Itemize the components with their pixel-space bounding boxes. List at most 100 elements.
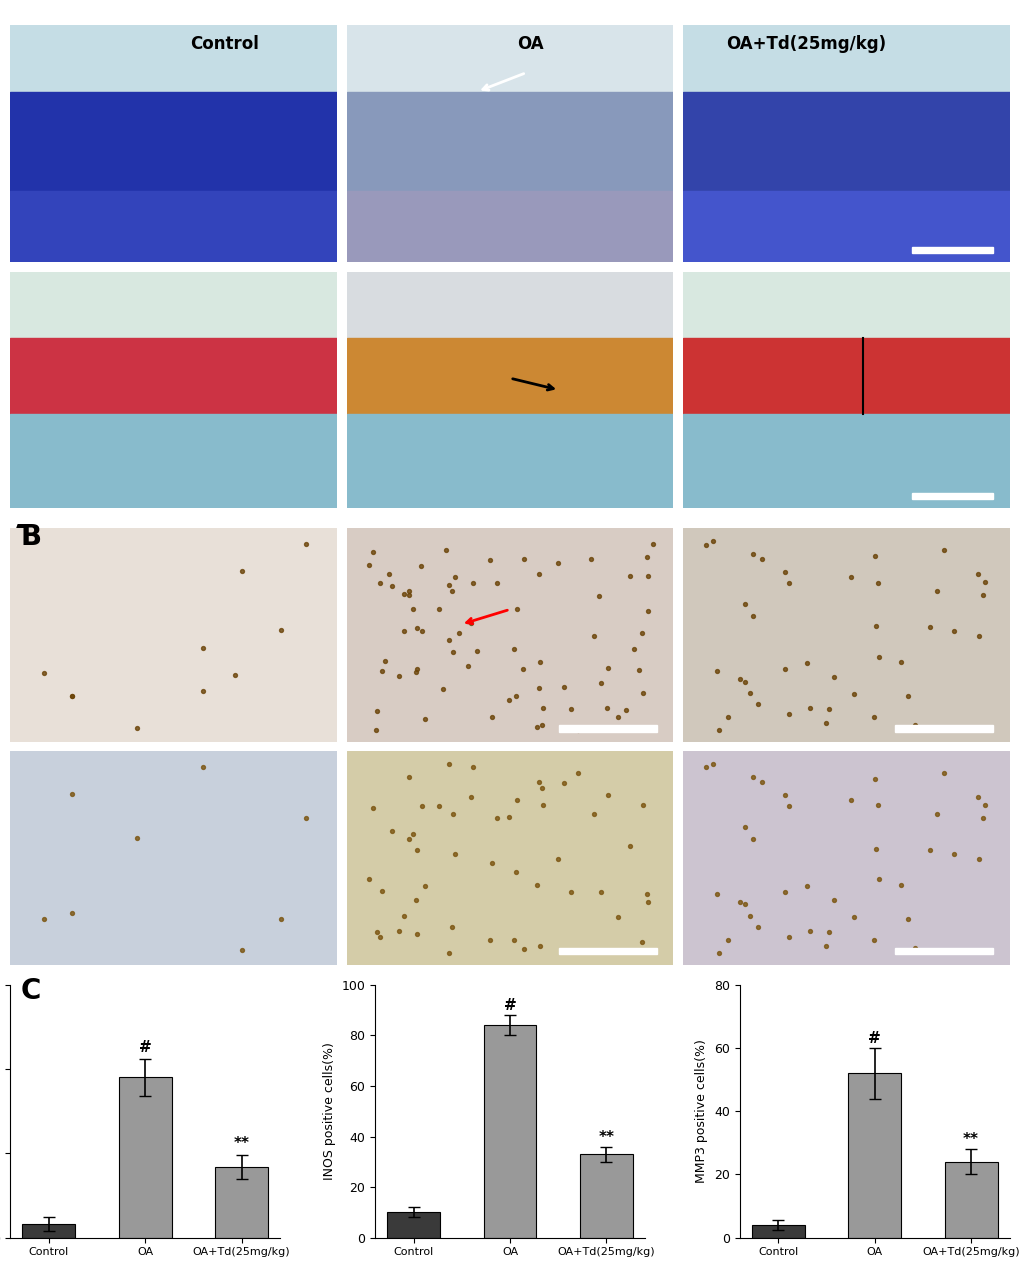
Point — [776, 882, 793, 902]
Point — [638, 884, 654, 904]
Point — [899, 686, 915, 706]
Point — [741, 906, 757, 926]
Point — [798, 653, 814, 673]
Text: B: B — [20, 523, 42, 551]
Point — [969, 565, 985, 585]
Point — [817, 712, 834, 733]
Point — [531, 652, 547, 672]
Bar — [751, 1225, 804, 1238]
Point — [488, 808, 504, 829]
Point — [508, 599, 525, 619]
Point — [633, 624, 649, 644]
Point — [400, 581, 417, 601]
Point — [195, 681, 211, 701]
Text: Control: Control — [190, 35, 259, 53]
Point — [500, 807, 517, 827]
Point — [233, 941, 250, 961]
Point — [969, 787, 985, 807]
Point — [719, 930, 736, 950]
Point — [409, 659, 425, 679]
Point — [906, 715, 922, 735]
Point — [867, 839, 883, 859]
Point — [737, 816, 753, 836]
Point — [928, 581, 945, 601]
Point — [376, 652, 392, 672]
Point — [298, 808, 314, 829]
Text: #: # — [867, 1031, 880, 1046]
Point — [745, 767, 761, 787]
Point — [865, 930, 881, 950]
Bar — [346, 272, 673, 338]
Point — [488, 572, 504, 592]
Point — [906, 937, 922, 957]
Y-axis label: INOS positive cells(%): INOS positive cells(%) — [322, 1042, 335, 1180]
Point — [465, 758, 481, 778]
Text: #: # — [503, 998, 516, 1013]
Bar — [848, 1074, 901, 1238]
Point — [395, 584, 412, 604]
Point — [945, 621, 961, 642]
Point — [753, 549, 769, 570]
Point — [64, 903, 81, 923]
Point — [273, 620, 289, 640]
Point — [508, 789, 525, 810]
Bar — [10, 92, 336, 191]
Bar — [911, 246, 993, 253]
Point — [776, 562, 793, 582]
Point — [866, 769, 882, 789]
Point — [365, 542, 381, 562]
Point — [440, 943, 457, 964]
Point — [744, 606, 760, 626]
Point — [534, 698, 550, 719]
Point — [842, 567, 858, 587]
Point — [195, 638, 211, 658]
Point — [395, 906, 412, 926]
Point — [533, 715, 549, 735]
Point — [484, 706, 500, 726]
Point — [570, 763, 586, 783]
Point — [484, 854, 500, 874]
Point — [440, 754, 457, 774]
Point — [749, 695, 765, 715]
Point — [430, 796, 446, 816]
Bar — [346, 92, 673, 191]
Point — [585, 803, 601, 823]
Point — [390, 921, 407, 941]
Point — [368, 922, 384, 942]
Point — [753, 772, 769, 792]
Point — [639, 601, 655, 621]
Point — [820, 922, 837, 942]
Point — [444, 803, 461, 823]
Point — [935, 541, 952, 561]
Point — [707, 884, 723, 904]
Bar — [22, 1224, 75, 1238]
Point — [870, 647, 887, 667]
Point — [64, 686, 81, 706]
Point — [128, 829, 145, 849]
Point — [744, 829, 760, 849]
Point — [975, 794, 991, 815]
Point — [440, 575, 457, 595]
Point — [361, 869, 377, 889]
Point — [437, 539, 453, 560]
Point — [921, 616, 937, 637]
Bar — [346, 25, 673, 92]
Bar — [558, 725, 656, 731]
Point — [396, 621, 413, 642]
Bar — [10, 272, 336, 338]
Point — [869, 572, 886, 592]
Point — [417, 710, 433, 730]
Point — [707, 662, 723, 682]
Point — [719, 707, 736, 727]
Text: A: A — [10, 523, 32, 551]
Point — [562, 882, 579, 902]
Text: **: ** — [233, 1137, 250, 1152]
Point — [408, 662, 424, 682]
Point — [549, 553, 566, 573]
Bar — [683, 25, 1009, 92]
Point — [921, 840, 937, 860]
Point — [531, 936, 547, 956]
Point — [970, 626, 986, 647]
Text: **: ** — [598, 1129, 613, 1144]
Bar — [346, 191, 673, 263]
